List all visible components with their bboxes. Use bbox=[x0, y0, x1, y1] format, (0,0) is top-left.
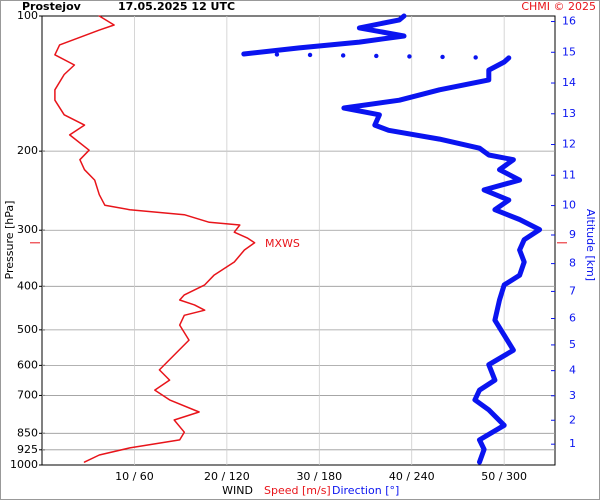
y2-tick-label: 1 bbox=[569, 437, 576, 450]
legend-direction: Direction [°] bbox=[332, 484, 399, 497]
y-tick-label: 1000 bbox=[10, 458, 38, 471]
x-axis-label: WIND bbox=[222, 484, 253, 497]
annotation: MXWS bbox=[265, 237, 300, 250]
y2-tick-label: 13 bbox=[562, 107, 576, 120]
y2-tick-label: 15 bbox=[562, 45, 576, 58]
chart-subtitle: 17.05.2025 12 UTC bbox=[118, 0, 235, 13]
y-tick-label: 500 bbox=[17, 323, 38, 336]
gap-dot bbox=[473, 55, 478, 60]
y-tick-label: 600 bbox=[17, 358, 38, 371]
y2-tick-label: 14 bbox=[562, 76, 576, 89]
y2-tick-label: 9 bbox=[569, 228, 576, 241]
y2-tick-label: 16 bbox=[562, 15, 576, 28]
y-tick-label: 200 bbox=[17, 144, 38, 157]
y2-tick-label: 3 bbox=[569, 389, 576, 402]
y2-tick-label: 12 bbox=[562, 138, 576, 151]
y-tick-label: 925 bbox=[17, 443, 38, 456]
y-tick-label: 700 bbox=[17, 388, 38, 401]
y2-tick-label: 11 bbox=[562, 168, 576, 181]
y2-tick-label: 8 bbox=[569, 257, 576, 270]
gap-dot bbox=[274, 52, 280, 57]
x-tick-label: 30 / 180 bbox=[296, 470, 342, 483]
plot-area bbox=[41, 15, 556, 466]
y2-tick-label: 7 bbox=[569, 284, 576, 297]
y-tick-label: 400 bbox=[17, 279, 38, 292]
y-tick-label: 300 bbox=[17, 223, 38, 236]
credit: CHMI © 2025 bbox=[521, 0, 596, 13]
x-tick-label: 20 / 120 bbox=[204, 470, 250, 483]
y-tick-label: 100 bbox=[17, 9, 38, 22]
gap-dot bbox=[407, 54, 412, 59]
gap-dot bbox=[307, 52, 313, 58]
y-axis-label: Pressure [hPa] bbox=[3, 201, 16, 280]
speed-line bbox=[54, 15, 256, 463]
y2-tick-label: 5 bbox=[569, 338, 576, 351]
y2-tick-label: 4 bbox=[569, 364, 576, 377]
y2-tick-label: 6 bbox=[569, 312, 576, 325]
chart-title: Prostejov bbox=[22, 0, 82, 13]
gap-dot bbox=[440, 54, 445, 60]
x-tick-label: 40 / 240 bbox=[389, 470, 435, 483]
y2-tick-label: 2 bbox=[569, 413, 576, 426]
y2-axis-label: Altitude [km] bbox=[584, 209, 597, 281]
legend-speed: Speed [m/s] bbox=[264, 484, 331, 497]
x-tick-label: 10 / 60 bbox=[115, 470, 154, 483]
x-tick-label: 50 / 300 bbox=[481, 470, 527, 483]
direction-line bbox=[241, 13, 543, 465]
y2-tick-label: 10 bbox=[562, 199, 576, 212]
gap-dot bbox=[374, 53, 379, 59]
gap-dot bbox=[340, 53, 346, 58]
y-tick-label: 850 bbox=[17, 426, 38, 439]
